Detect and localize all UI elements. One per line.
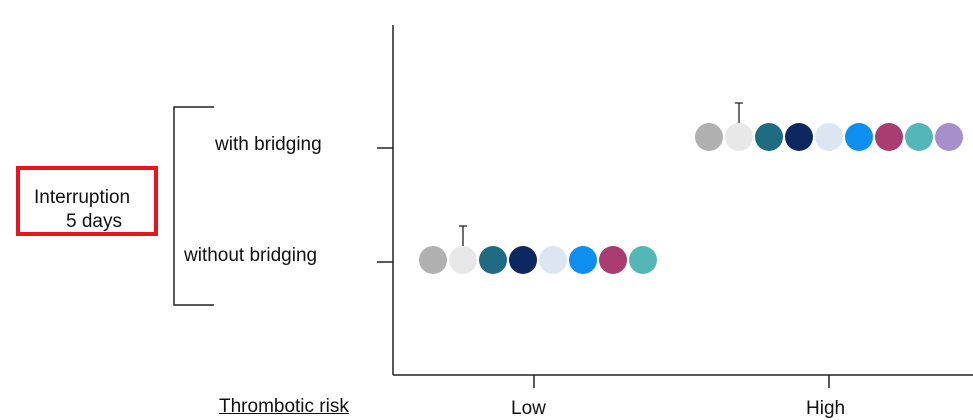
marker-high-4 [785,123,813,151]
marker-high-7 [875,123,903,151]
marker-low-7 [599,246,627,274]
x-tick-label-low: Low [511,398,546,419]
y-tick-label-with-bridging: with bridging [215,134,322,155]
marker-low-8 [629,246,657,274]
group-label-line1: Interruption [34,187,131,208]
y-tick-label-without-bridging: without bridging [184,245,318,266]
marker-low-2 [449,246,477,274]
t-marker-low [459,225,467,246]
marker-high-6 [845,123,873,151]
t-marker-high [735,102,743,123]
x-tick-label-high: High [806,398,846,419]
marker-high-2 [725,123,753,151]
marker-low-4 [509,246,537,274]
marker-high-8 [905,123,933,151]
marker-high-1 [695,123,723,151]
group-label-line2: 5 days [66,211,122,232]
marker-low-3 [479,246,507,274]
highlight-box [16,166,158,236]
group-bracket [173,106,214,306]
x-axis-title: Thrombotic risk [219,396,349,417]
marker-low-6 [569,246,597,274]
marker-high-9 [935,123,963,151]
markers-group [419,102,963,274]
group-label: Interruption 5 days [34,186,130,234]
marker-low-5 [539,246,567,274]
marker-high-5 [815,123,843,151]
marker-high-3 [755,123,783,151]
marker-low-1 [419,246,447,274]
